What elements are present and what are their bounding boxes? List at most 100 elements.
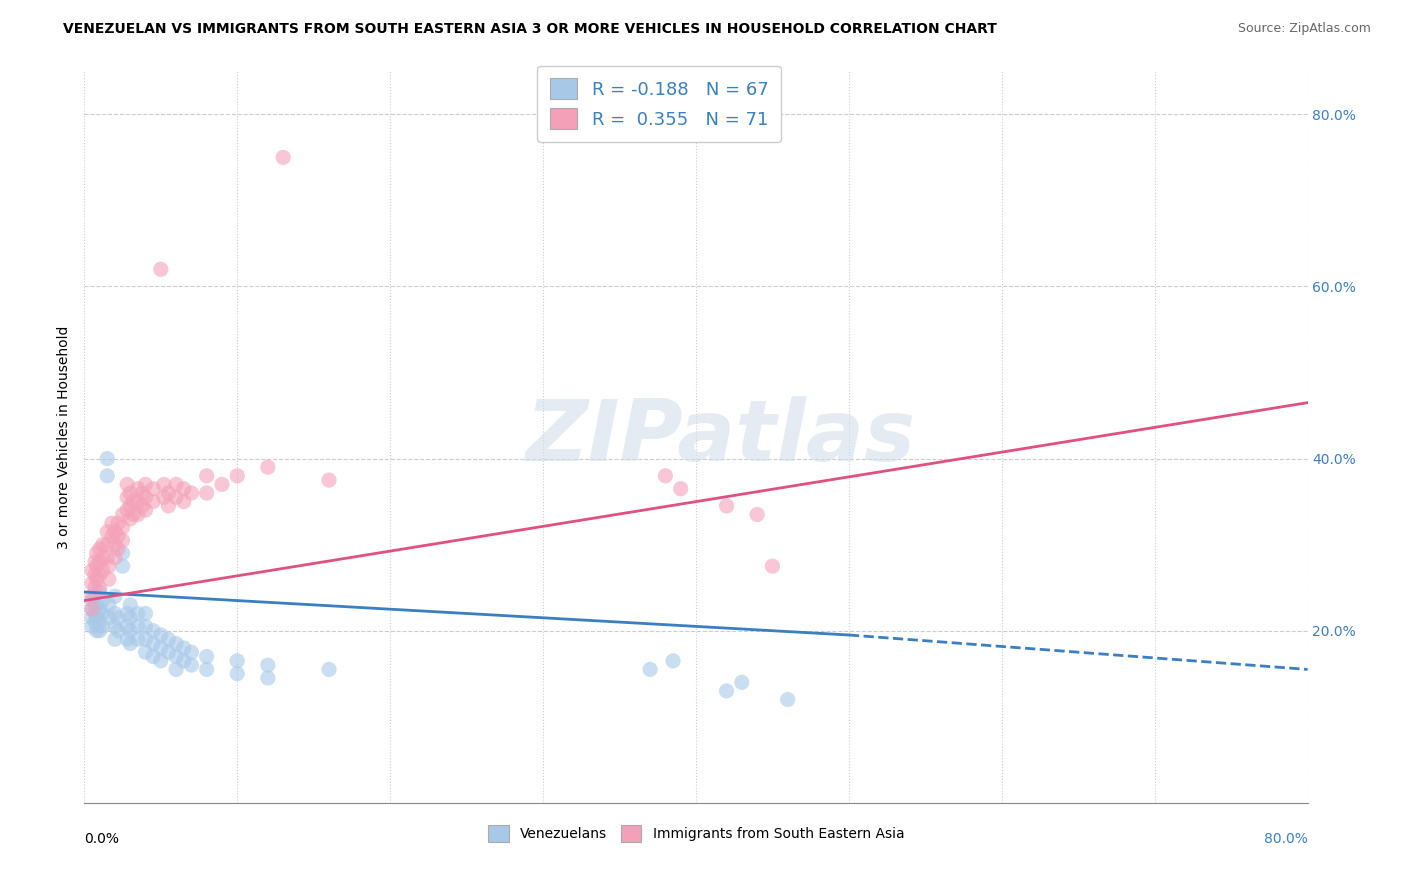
Point [157, 632, 180, 647]
Y-axis label: 3 or more Vehicles in Household: 3 or more Vehicles in Household [58, 326, 72, 549]
Point [127, 607, 149, 621]
Point [135, 607, 157, 621]
Point [89, 602, 111, 616]
Point [96, 451, 118, 466]
Point [111, 559, 134, 574]
Point [195, 468, 218, 483]
Point [173, 654, 195, 668]
Point [165, 637, 187, 651]
Point [153, 477, 176, 491]
Point [257, 671, 280, 685]
Point [111, 546, 134, 560]
Point [107, 516, 129, 530]
Point [226, 666, 249, 681]
Point [716, 499, 738, 513]
Point [80, 619, 103, 633]
Point [115, 503, 138, 517]
Point [654, 468, 676, 483]
Point [135, 491, 157, 505]
Point [165, 491, 187, 505]
Point [96, 468, 118, 483]
Point [716, 684, 738, 698]
Point [257, 658, 280, 673]
Point [96, 550, 118, 565]
Point [135, 619, 157, 633]
Legend: Venezuelans, Immigrants from South Eastern Asia: Venezuelans, Immigrants from South Easte… [482, 820, 910, 847]
Point [257, 460, 280, 475]
Point [120, 486, 142, 500]
Point [91, 607, 114, 621]
Point [122, 494, 145, 508]
Point [104, 607, 127, 621]
Point [165, 662, 187, 676]
Point [127, 482, 149, 496]
Point [747, 508, 769, 522]
Point [149, 628, 172, 642]
Point [89, 567, 111, 582]
Point [91, 593, 114, 607]
Point [120, 624, 142, 638]
Point [80, 602, 103, 616]
Point [104, 524, 127, 539]
Point [120, 499, 142, 513]
Point [104, 632, 127, 647]
Point [84, 581, 107, 595]
Point [165, 477, 187, 491]
Point [180, 486, 202, 500]
Point [142, 624, 165, 638]
Point [101, 529, 124, 543]
Point [86, 546, 108, 560]
Point [173, 494, 195, 508]
Point [157, 486, 180, 500]
Point [84, 607, 107, 621]
Point [84, 589, 107, 603]
Point [127, 619, 149, 633]
Point [173, 640, 195, 655]
Point [84, 555, 107, 569]
Point [91, 619, 114, 633]
Point [115, 619, 138, 633]
Point [91, 550, 114, 565]
Point [135, 477, 157, 491]
Point [318, 662, 340, 676]
Point [97, 611, 120, 625]
Point [96, 538, 118, 552]
Point [89, 624, 111, 638]
Point [89, 541, 111, 556]
Point [111, 533, 134, 548]
Point [195, 649, 218, 664]
Point [165, 649, 187, 664]
Point [80, 593, 103, 607]
Point [226, 654, 249, 668]
Point [104, 619, 127, 633]
Point [662, 654, 685, 668]
Point [149, 262, 172, 277]
Point [86, 624, 108, 638]
Point [120, 637, 142, 651]
Point [115, 477, 138, 491]
Point [80, 564, 103, 578]
Text: Source: ZipAtlas.com: Source: ZipAtlas.com [1237, 22, 1371, 36]
Point [157, 499, 180, 513]
Point [84, 615, 107, 629]
Point [89, 585, 111, 599]
Point [120, 512, 142, 526]
Point [142, 649, 165, 664]
Text: 0.0%: 0.0% [84, 832, 120, 846]
Point [731, 675, 754, 690]
Point [142, 637, 165, 651]
Point [84, 567, 107, 582]
Point [173, 482, 195, 496]
Point [135, 632, 157, 647]
Point [86, 559, 108, 574]
Point [97, 572, 120, 586]
Point [318, 473, 340, 487]
Point [271, 150, 294, 164]
Point [107, 611, 129, 625]
Point [127, 508, 149, 522]
Point [97, 598, 120, 612]
Point [149, 654, 172, 668]
Point [211, 477, 233, 491]
Point [86, 598, 108, 612]
Point [131, 499, 153, 513]
